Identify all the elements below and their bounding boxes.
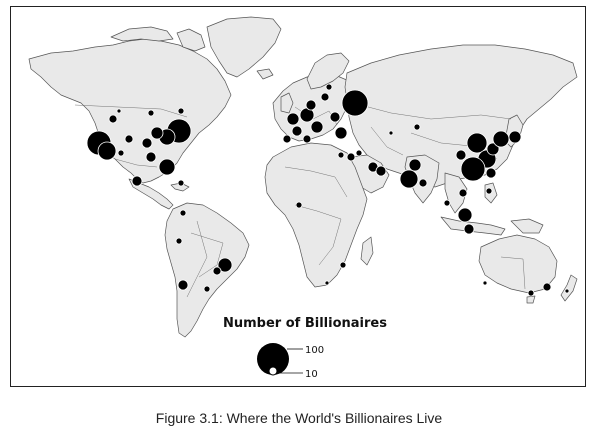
legend-marker-large [257, 343, 289, 375]
marker-egypt [337, 151, 345, 159]
marker-peru [175, 237, 183, 245]
billionaire-markers [86, 83, 570, 297]
marker-brazil [217, 257, 233, 273]
legend: Number of Billionaires 100 10 [223, 316, 387, 380]
south-america-borders [190, 232, 224, 278]
marker-turkey [334, 126, 348, 140]
marker-arizona [117, 149, 125, 157]
marker-taiwan [485, 167, 497, 179]
russia-borders [352, 102, 512, 120]
marker-melbourne [527, 289, 535, 297]
world-map: Number of Billionaires 100 10 [28, 16, 578, 380]
australia-landmass [478, 234, 558, 294]
legend-title: Number of Billionaires [223, 316, 387, 331]
marker-caribbean [177, 179, 185, 187]
australia-state-borders [500, 256, 526, 290]
marker-colorado [124, 134, 134, 144]
marker-south-africa [339, 261, 347, 269]
country-borders [74, 102, 526, 298]
scandinavia-landmass [306, 52, 350, 90]
marker-israel [346, 152, 356, 162]
southeast-asia-landmass [444, 172, 468, 214]
marker-india-south [418, 178, 428, 188]
marker-mexico [131, 175, 143, 187]
us-mexico-border [114, 158, 158, 168]
marker-argentina [203, 285, 211, 293]
marker-cape-town [324, 280, 330, 286]
madagascar-landmass [360, 236, 374, 266]
british-isles-landmass [280, 92, 294, 114]
marker-singapore [457, 207, 473, 223]
marker-kazakhstan [413, 123, 421, 131]
marker-philippines [485, 187, 493, 195]
marker-central-asia [388, 130, 394, 136]
marker-hong-kong [460, 156, 486, 182]
marker-korea [492, 130, 510, 148]
tasmania-landmass [526, 295, 536, 304]
marker-pacific-northwest [108, 114, 118, 124]
new-guinea-landmass [510, 218, 544, 234]
marker-china-inland [455, 149, 467, 161]
marker-italy [302, 134, 312, 144]
andes-borders [186, 220, 208, 298]
marker-california [97, 141, 117, 161]
marker-thailand [458, 188, 468, 198]
marker-brazil-south [212, 266, 222, 276]
greenland-landmass [206, 16, 282, 78]
marker-delhi [408, 158, 422, 172]
marker-saudi-arabia [375, 165, 387, 177]
marker-indonesia [463, 223, 475, 235]
marker-malaysia [443, 199, 451, 207]
central-asia-borders [370, 126, 404, 156]
marker-nigeria [295, 201, 303, 209]
legend-small-label: 10 [305, 369, 318, 380]
marker-new-zealand [564, 288, 570, 294]
marker-central-europe [310, 120, 324, 134]
marker-benelux [305, 99, 317, 111]
marker-canada-west [116, 108, 122, 114]
south-america-landmass [164, 202, 250, 338]
central-america-landmass [128, 178, 174, 210]
marker-eastern-europe [329, 111, 341, 123]
arctic-islands-landmass [110, 26, 174, 42]
marker-mumbai [399, 169, 419, 189]
marker-canada-east [177, 107, 185, 115]
marker-texas [145, 151, 157, 163]
marker-spain [282, 134, 292, 144]
marker-sydney [542, 282, 552, 292]
marker-scandinavia [320, 92, 330, 102]
marker-perth [482, 280, 488, 286]
marker-beijing [466, 132, 488, 154]
marker-canada-central [147, 109, 155, 117]
marker-colombia [179, 209, 187, 217]
marker-finland [325, 83, 333, 91]
marker-japan [508, 130, 522, 144]
legend-marker-small [268, 366, 278, 376]
us-canada-border [74, 104, 188, 118]
marker-moscow [341, 89, 369, 117]
marker-chicago [150, 126, 164, 140]
figure-caption: Figure 3.1: Where the World's Billionair… [155, 410, 443, 426]
new-zealand-landmass [560, 274, 578, 302]
landmasses [28, 16, 578, 338]
marker-us-midwest [141, 137, 153, 149]
asia-landmass [344, 44, 578, 188]
central-africa-borders [294, 204, 342, 266]
baffin-island-landmass [176, 28, 206, 52]
marker-france [291, 125, 303, 137]
marker-uk [286, 112, 300, 126]
marker-lebanon [355, 149, 363, 157]
marker-texas-florida [158, 158, 176, 176]
marker-chile [177, 279, 189, 291]
north-africa-borders [284, 166, 348, 198]
map-frame: Number of Billionaires 100 10 [10, 6, 586, 387]
legend-large-label: 100 [305, 345, 324, 356]
iceland-landmass [256, 68, 274, 80]
marker-china-east [486, 142, 500, 156]
north-america-landmass [28, 38, 232, 184]
africa-landmass [264, 142, 368, 288]
